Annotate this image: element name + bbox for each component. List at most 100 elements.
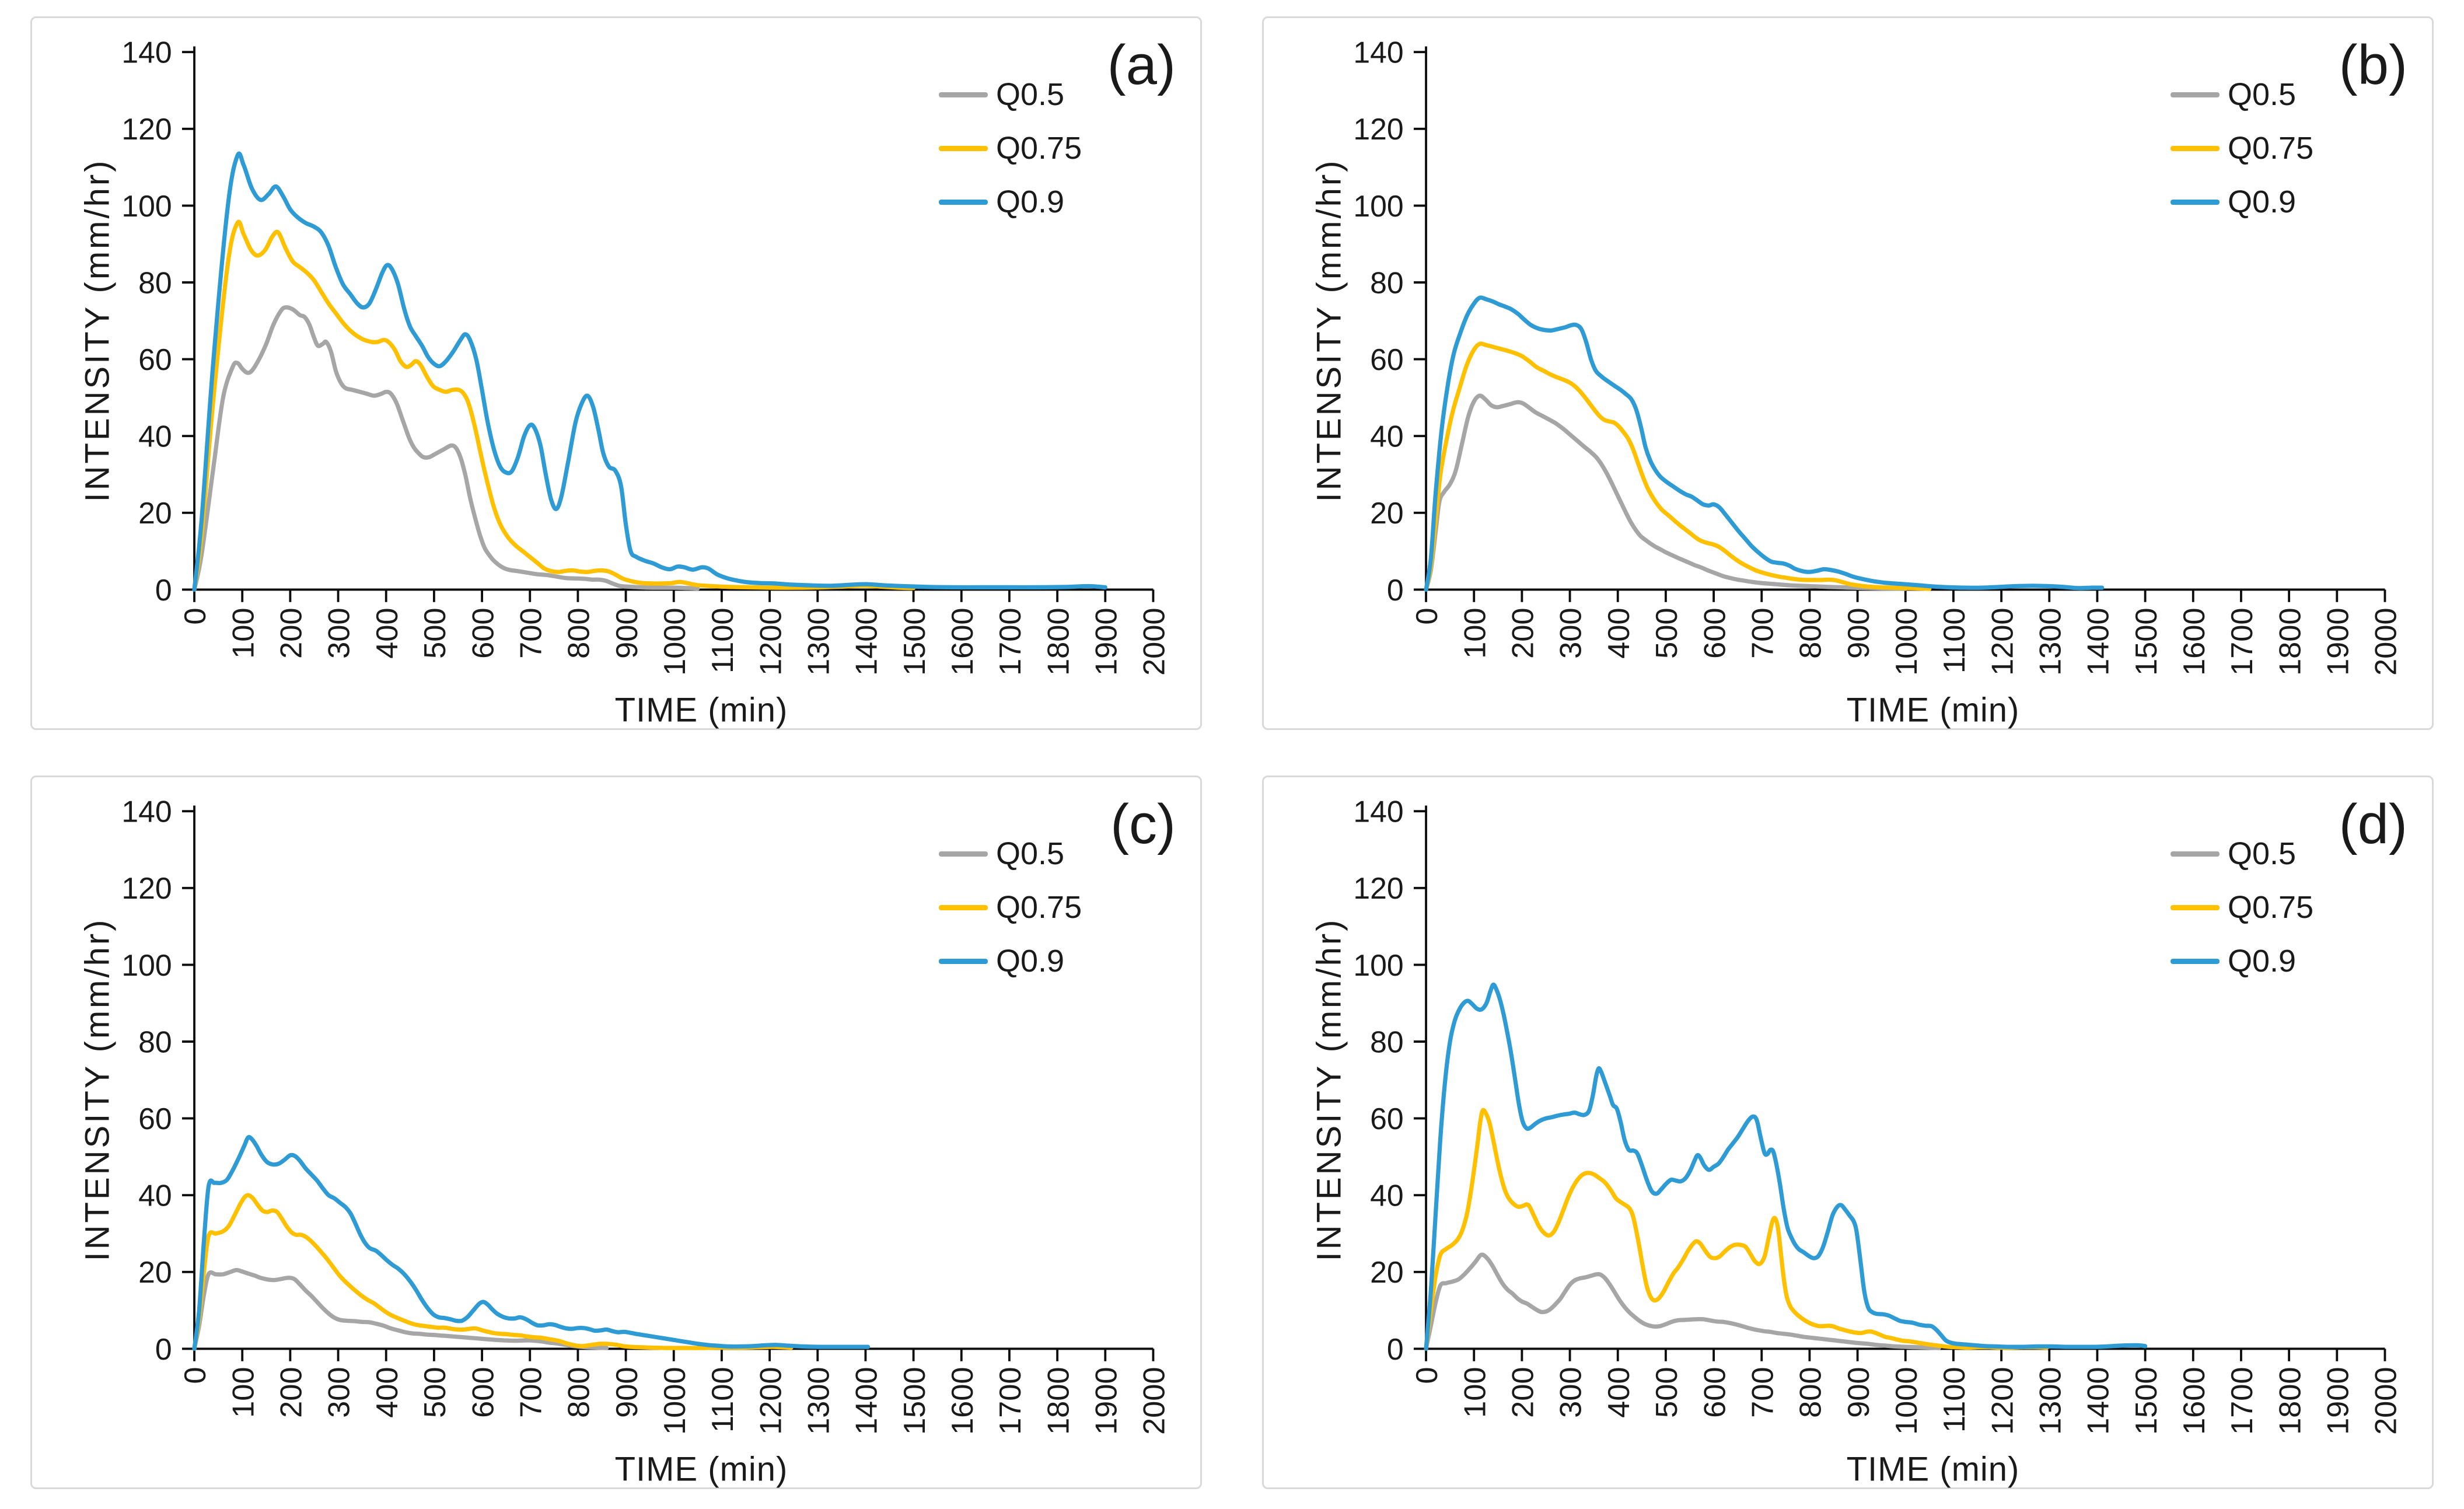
x-tick-label: 1800 — [1042, 607, 1076, 675]
legend-label: Q0.9 — [996, 944, 1065, 979]
chart-panel-c: 0 100 200 300 400 500 600 700 800 900 1000 1100 1200… — [30, 776, 1202, 1489]
x-tick-label: 1600 — [946, 607, 980, 675]
y-tick-label: 100 — [1353, 949, 1403, 983]
y-tick-label: 20 — [138, 1256, 172, 1290]
legend: Q0.5 Q0.75 Q0.9 — [939, 77, 1082, 219]
legend-label: Q0.5 — [996, 836, 1065, 871]
x-tick-label: 1300 — [2034, 1367, 2068, 1434]
y-tick-label: 120 — [121, 872, 172, 906]
y-axis-title: INTENSITY (mm/hr) — [1310, 158, 1348, 502]
x-tick-label: 1300 — [802, 1367, 836, 1434]
y-tick-label: 40 — [1370, 420, 1404, 453]
x-tick-label: 100 — [227, 607, 261, 658]
x-tick-label: 1500 — [2130, 1367, 2164, 1434]
x-tick-label: 500 — [1650, 607, 1684, 658]
legend: Q0.5 Q0.75 Q0.9 — [2171, 836, 2313, 979]
legend-item: Q0.5 — [2171, 836, 2313, 871]
y-tick-label: 40 — [1370, 1179, 1404, 1213]
x-tick-label: 800 — [1794, 1367, 1828, 1417]
chart-panel-b: 0 100 200 300 400 500 600 700 800 900 1000 1100 1200… — [1262, 16, 2434, 730]
y-tick-label: 60 — [1370, 343, 1404, 377]
x-tick-label: 1700 — [994, 607, 1027, 675]
legend-label: Q0.9 — [2228, 184, 2297, 219]
legend-swatch-q0-5 — [2171, 92, 2220, 97]
legend-swatch-q0-75 — [2171, 904, 2220, 910]
x-tick-label: 600 — [1698, 607, 1732, 658]
legend-swatch-q0-75 — [939, 145, 988, 151]
x-tick-label: 2000 — [2369, 607, 2403, 675]
series-line-q0-9 — [1424, 982, 2148, 1351]
y-tick-label: 40 — [138, 420, 172, 453]
legend-item: Q0.5 — [939, 77, 1082, 112]
x-tick-label: 1500 — [898, 1367, 932, 1434]
x-tick-label: 800 — [562, 607, 596, 658]
x-tick-label: 1500 — [898, 607, 932, 675]
x-tick-label: 1800 — [1042, 1367, 1076, 1434]
panel-label: (a) — [1107, 34, 1176, 96]
x-tick-label: 1100 — [706, 1367, 740, 1433]
x-tick-label: 700 — [1746, 607, 1780, 658]
x-tick-label: 1900 — [2322, 607, 2355, 675]
series-line-q0-75 — [192, 1193, 794, 1351]
x-tick-label: 1300 — [2034, 607, 2068, 675]
x-tick-label: 1400 — [2082, 607, 2116, 675]
series-line-q0-75 — [1424, 341, 1932, 592]
chart-panel-a: 0 100 200 300 400 500 600 700 800 900 1000 1100 1200… — [30, 16, 1202, 730]
y-tick-label: 100 — [121, 190, 172, 223]
x-tick-label: 500 — [418, 1367, 452, 1417]
series-line-q0-75 — [192, 219, 916, 592]
x-tick-label: 1800 — [2274, 1367, 2308, 1434]
y-tick-label: 140 — [1353, 795, 1403, 829]
x-tick-label: 1600 — [2178, 607, 2211, 675]
y-tick-label: 80 — [138, 1025, 172, 1059]
legend-item: Q0.9 — [939, 184, 1082, 219]
legend-item: Q0.9 — [939, 944, 1082, 979]
x-tick-label: 200 — [275, 607, 309, 658]
x-tick-label: 1500 — [2130, 607, 2164, 675]
y-tick-label: 0 — [155, 574, 172, 607]
legend: Q0.5 Q0.75 Q0.9 — [2171, 77, 2314, 219]
y-tick-label: 0 — [155, 1333, 172, 1367]
panel-label: (b) — [2339, 34, 2407, 96]
y-tick-label: 40 — [138, 1179, 172, 1213]
legend-swatch-q0-5 — [2171, 851, 2220, 857]
x-tick-label: 1200 — [1986, 1367, 2020, 1434]
chart-panel-d: 0 100 200 300 400 500 600 700 800 900 1000 1100 1200… — [1262, 776, 2434, 1489]
legend-label: Q0.5 — [996, 77, 1065, 112]
y-tick-label: 120 — [121, 113, 172, 146]
series-line-q0-75 — [1424, 1108, 2049, 1351]
x-tick-label: 400 — [371, 1367, 404, 1417]
legend-label: Q0.75 — [2228, 131, 2314, 166]
x-tick-label: 0 — [179, 1367, 212, 1384]
x-tick-label: 1000 — [658, 607, 692, 675]
x-tick-label: 200 — [1507, 1367, 1540, 1417]
x-tick-label: 1200 — [754, 1367, 788, 1434]
x-tick-label: 300 — [1554, 1367, 1588, 1417]
x-tick-label: 1100 — [1938, 607, 1972, 673]
x-tick-label: 1600 — [946, 1367, 980, 1434]
x-tick-label: 1100 — [706, 607, 740, 673]
legend-item: Q0.5 — [2171, 77, 2313, 112]
legend-label: Q0.5 — [2228, 836, 2297, 871]
x-tick-label: 600 — [467, 1367, 501, 1417]
x-tick-label: 1900 — [1090, 607, 1124, 675]
x-tick-label: 600 — [467, 607, 501, 658]
y-tick-label: 80 — [1370, 266, 1404, 300]
y-tick-label: 80 — [138, 266, 172, 300]
x-tick-label: 600 — [1698, 1367, 1732, 1417]
legend-swatch-q0-9 — [939, 958, 988, 964]
plot-canvas-b: 0 100 200 300 400 500 600 700 800 900 1000 1100 1200… — [1353, 36, 2403, 676]
series-line-q0-9 — [192, 151, 1107, 592]
x-tick-label: 2000 — [2369, 1367, 2403, 1434]
y-tick-label: 100 — [121, 949, 172, 983]
y-tick-label: 120 — [1353, 113, 1403, 146]
legend-swatch-q0-9 — [2171, 958, 2220, 964]
x-tick-label: 1100 — [1938, 1367, 1972, 1433]
panel-label: (d) — [2339, 793, 2407, 855]
x-tick-label: 1700 — [2225, 607, 2259, 675]
x-tick-label: 800 — [1794, 607, 1828, 658]
y-tick-label: 100 — [1353, 190, 1403, 223]
x-tick-label: 1700 — [994, 1367, 1027, 1434]
y-tick-label: 20 — [1370, 1256, 1404, 1290]
legend-item: Q0.9 — [2171, 184, 2313, 219]
